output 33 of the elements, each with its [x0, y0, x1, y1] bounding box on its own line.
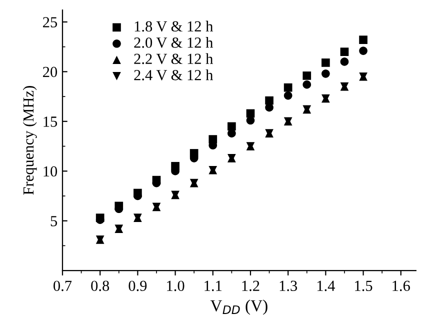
x-tick-label: 1.5 — [355, 280, 372, 292]
y-tick-label: 20 — [43, 66, 58, 78]
x-tick-label: 1.4 — [317, 280, 335, 292]
point — [322, 58, 330, 67]
legend-label: 2.0 V & 12 h — [134, 37, 214, 48]
point — [265, 96, 274, 105]
y-tick-label: 25 — [43, 17, 58, 28]
point — [302, 80, 312, 89]
x-tick-label: 0.9 — [128, 280, 147, 292]
point — [359, 36, 368, 44]
legend-label: 1.8 V & 12 h — [134, 20, 214, 32]
point — [340, 48, 349, 56]
legend-label: 2.2 V & 12 h — [134, 53, 214, 64]
x-tick-label: 0.7 — [54, 280, 72, 292]
y-axis-title: Frequency (MHz) — [22, 86, 37, 195]
point — [284, 83, 292, 92]
x-tick-label: 1.2 — [242, 280, 260, 292]
x-tick-label: 1.1 — [204, 280, 222, 292]
point — [322, 69, 330, 78]
x-tick-label: 1.6 — [392, 280, 410, 292]
x-tick-label: 0.8 — [91, 280, 110, 292]
y-tick-label: 10 — [44, 166, 58, 177]
x-tick-label: 1.3 — [280, 280, 298, 292]
y-tick-label: 5 — [50, 216, 58, 226]
x-tick-label: 1.0 — [167, 280, 184, 292]
point — [284, 91, 292, 100]
point — [228, 122, 236, 131]
point — [359, 46, 368, 55]
legend-label: 2.4 V & 12 h — [134, 70, 214, 80]
y-tick-label: 15 — [44, 116, 58, 127]
x-axis-title: V$_{DD}$ (V) — [210, 300, 268, 315]
point — [302, 71, 312, 80]
point — [340, 58, 349, 66]
